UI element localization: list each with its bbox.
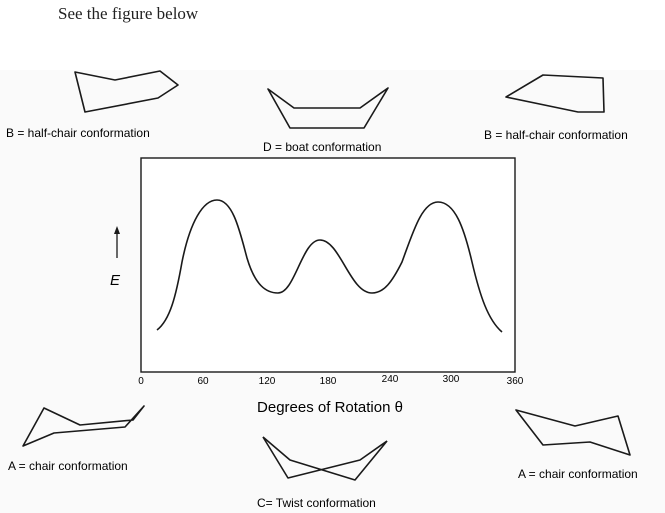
x-tick-label: 0 — [138, 376, 144, 387]
x-tick-label: 300 — [443, 374, 460, 385]
half-chair-right-drawing — [505, 74, 605, 113]
chair-right-drawing — [515, 409, 631, 456]
top-band: See the figure below — [0, 0, 665, 70]
label-boat: D = boat conformation — [263, 140, 381, 154]
x-tick-label: 60 — [197, 376, 209, 387]
twist-drawing — [262, 436, 388, 481]
intro-text: See the figure below — [58, 4, 199, 23]
y-axis-label: E — [110, 272, 121, 289]
x-tick-label: 240 — [382, 374, 399, 385]
boat-drawing — [267, 87, 389, 129]
x-tick-label: 120 — [259, 376, 276, 387]
x-tick-label: 360 — [507, 376, 524, 387]
label-half-chair-right: B = half-chair conformation — [484, 128, 628, 142]
energy-curve — [156, 199, 503, 333]
energy-arrow — [114, 226, 120, 258]
x-axis-label: Degrees of Rotation θ — [257, 399, 403, 416]
half-chair-left-drawing — [74, 70, 179, 113]
x-tick-label: 180 — [320, 376, 337, 387]
chair-left-drawing — [22, 405, 145, 447]
label-chair-right: A = chair conformation — [518, 467, 638, 481]
label-chair-left: A = chair conformation — [8, 459, 128, 473]
label-half-chair-left: B = half-chair conformation — [6, 126, 150, 140]
label-twist: C= Twist conformation — [257, 496, 376, 510]
plot-frame — [140, 157, 516, 373]
